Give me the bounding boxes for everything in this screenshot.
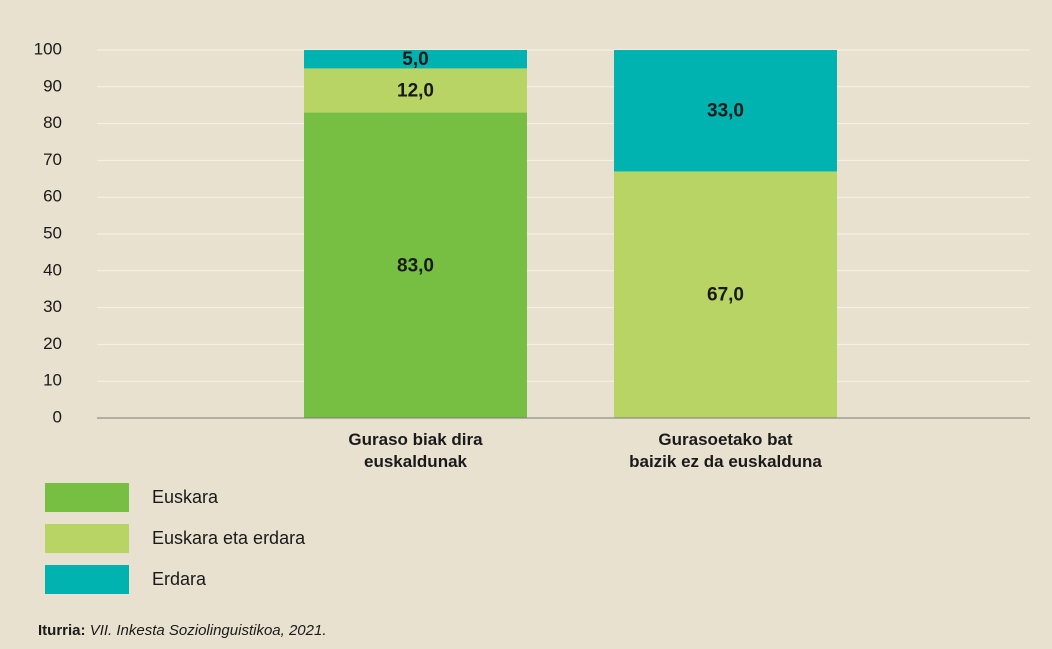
legend-label: Erdara <box>152 569 207 589</box>
legend-label: Euskara <box>152 487 219 507</box>
legend-label: Euskara eta erdara <box>152 528 306 548</box>
data-label: 12,0 <box>397 80 434 101</box>
data-label: 67,0 <box>707 285 744 306</box>
x-tick-label: Guraso biak dira euskaldunak <box>348 430 483 471</box>
source-label: Iturria: <box>38 622 86 639</box>
y-tick-label: 0 <box>53 407 62 426</box>
x-tick-label: Gurasoetako bat baizik ez da euskalduna <box>629 430 822 471</box>
y-tick-label: 20 <box>43 334 62 353</box>
legend-swatch <box>45 565 129 594</box>
legend-swatch <box>45 483 129 512</box>
bar-segment <box>614 171 837 418</box>
data-label: 5,0 <box>402 49 428 70</box>
y-tick-label: 100 <box>34 39 62 58</box>
y-tick-label: 30 <box>43 297 62 316</box>
bar-segment <box>304 112 527 418</box>
y-tick-label: 10 <box>43 371 62 390</box>
source: Iturria: VII. Inkesta Soziolinguistikoa,… <box>38 622 327 639</box>
y-tick-label: 50 <box>43 223 62 242</box>
legend-swatch <box>45 524 129 553</box>
source-text: VII. Inkesta Soziolinguistikoa, 2021. <box>89 622 327 639</box>
y-tick-label: 60 <box>43 187 62 206</box>
y-tick-label: 90 <box>43 76 62 95</box>
bar-segment <box>304 50 527 69</box>
bar-segment <box>614 50 837 172</box>
data-label: 33,0 <box>707 101 744 122</box>
y-tick-label: 70 <box>43 150 62 169</box>
y-tick-label: 40 <box>43 260 62 279</box>
bar-segment <box>304 68 527 113</box>
y-tick-label: 80 <box>43 113 62 132</box>
data-label: 83,0 <box>397 255 434 276</box>
